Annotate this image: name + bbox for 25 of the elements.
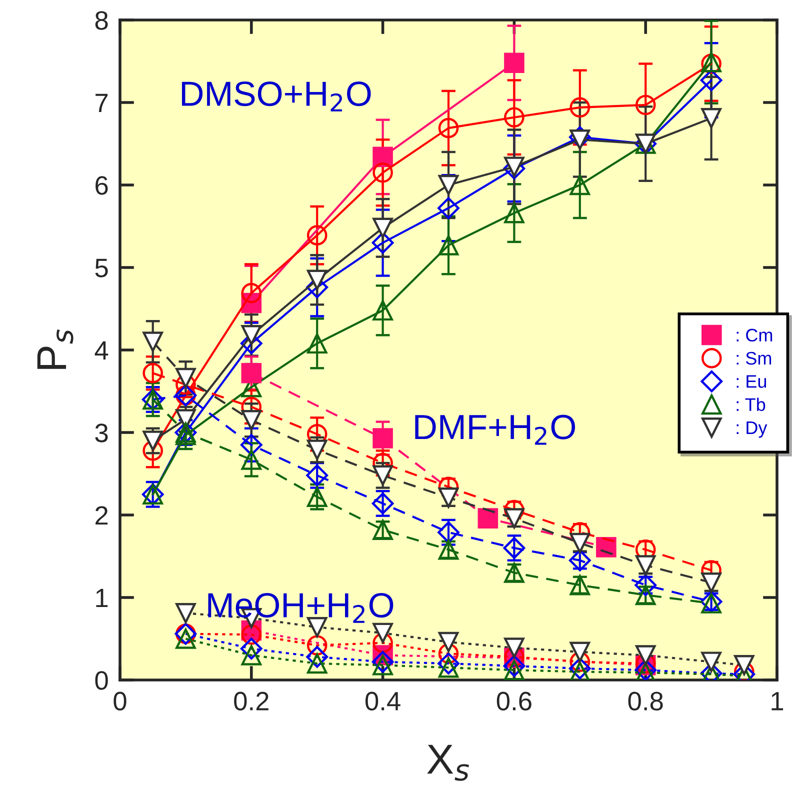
y-tick-label: 0 [95, 671, 108, 690]
y-tick-label: 6 [96, 176, 108, 195]
annotation: DMF+H$_{2}$O [415, 414, 576, 445]
x-tick-label: 0.4 [365, 692, 400, 710]
x-tick-label: 0.8 [628, 692, 663, 710]
y-tick-label: 2 [96, 506, 108, 525]
y-tick-label: 3 [95, 424, 108, 442]
legend-label: : Dy [736, 422, 768, 438]
x-tick-label: 0.6 [496, 692, 532, 710]
y-axis-title: P$_{s}$ [37, 330, 74, 369]
y-tick-label: 1 [96, 588, 108, 608]
annotation: MeOH+H$_{2}$O [208, 592, 394, 623]
x-tick-label: 0 [114, 692, 126, 710]
legend-label: : Cm [736, 328, 772, 342]
x-tick-label: 0.2 [234, 692, 268, 710]
legend-label: : Eu [736, 375, 766, 388]
y-tick-label: 8 [95, 11, 108, 30]
annotation: DMSO+H$_{2}$O [182, 81, 371, 112]
x-tick-label: 1 [772, 692, 784, 710]
legend-label: : Tb [736, 398, 766, 411]
y-tick-label: 5 [95, 258, 108, 278]
legend-label: : Sm [736, 352, 772, 365]
y-tick-label: 4 [94, 341, 108, 360]
y-tick-label: 7 [96, 94, 108, 112]
x-axis-title: X$_{s}$ [427, 744, 469, 781]
